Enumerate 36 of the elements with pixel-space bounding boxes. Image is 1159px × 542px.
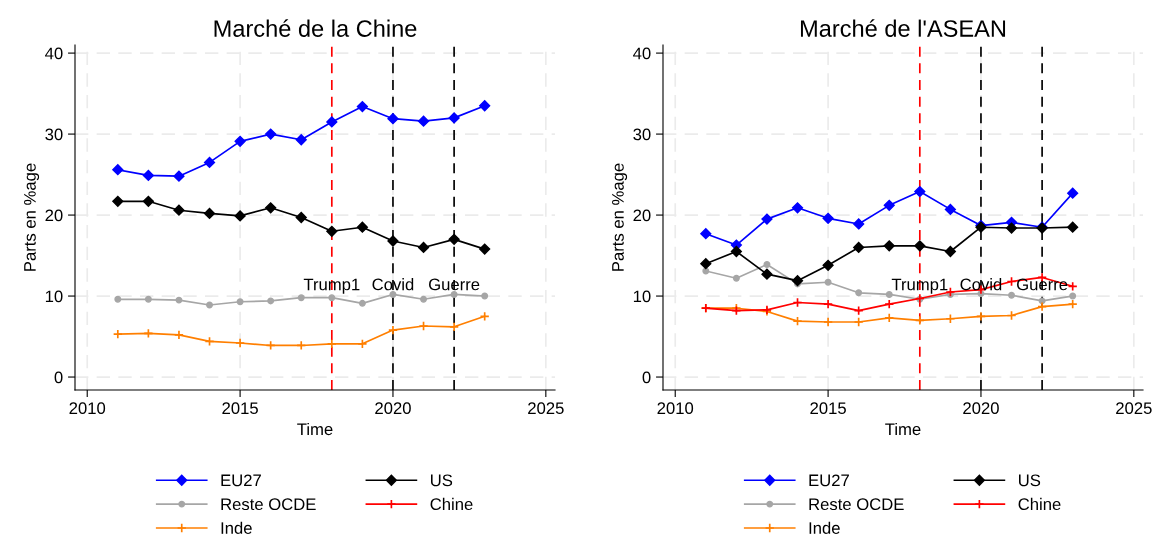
y-axis-title: Parts en %age — [24, 163, 40, 271]
y-tick-label: 30 — [633, 128, 651, 141]
annotation: Trump1 — [891, 278, 948, 294]
chart-title: Marché de la Chine — [214, 19, 417, 37]
x-tick-label: 2010 — [69, 402, 106, 415]
legend-label: Reste OCDE — [809, 498, 904, 511]
y-tick-label: 40 — [633, 47, 651, 60]
legend-label: EU27 — [221, 474, 261, 487]
y-tick-label: 20 — [633, 209, 651, 222]
x-axis-title: Time — [297, 422, 333, 436]
legend-label: US — [1019, 474, 1041, 487]
y-tick-label: 10 — [633, 290, 651, 303]
chart-title: Marché de l'ASEAN — [800, 19, 1006, 37]
x-tick-label: 2015 — [222, 402, 258, 415]
y-tick-label: 30 — [45, 128, 63, 141]
annotation: Trump1 — [303, 278, 360, 294]
y-axis-title: Parts en %age — [612, 163, 628, 271]
y-tick-label: 40 — [45, 47, 63, 60]
x-tick-label: 2025 — [528, 402, 564, 415]
legend-label: Chine — [430, 497, 473, 511]
y-tick-label: 20 — [45, 209, 63, 222]
y-tick-label: 10 — [45, 290, 63, 303]
x-tick-label: 2020 — [375, 402, 411, 415]
x-axis-title: Time — [885, 422, 921, 436]
y-tick-label: 0 — [54, 371, 63, 384]
x-tick-label: 2010 — [657, 402, 694, 415]
x-tick-label: 2020 — [963, 402, 999, 415]
y-tick-label: 0 — [642, 371, 651, 384]
legend-label: Reste OCDE — [221, 498, 316, 511]
x-tick-label: 2025 — [1116, 402, 1152, 415]
legend-label: Chine — [1018, 497, 1061, 511]
x-tick-label: 2015 — [810, 402, 846, 415]
legend-label: EU27 — [809, 474, 849, 487]
legend-label: Inde — [809, 521, 840, 534]
legend-label: Inde — [221, 521, 252, 534]
legend-label: US — [431, 474, 453, 487]
